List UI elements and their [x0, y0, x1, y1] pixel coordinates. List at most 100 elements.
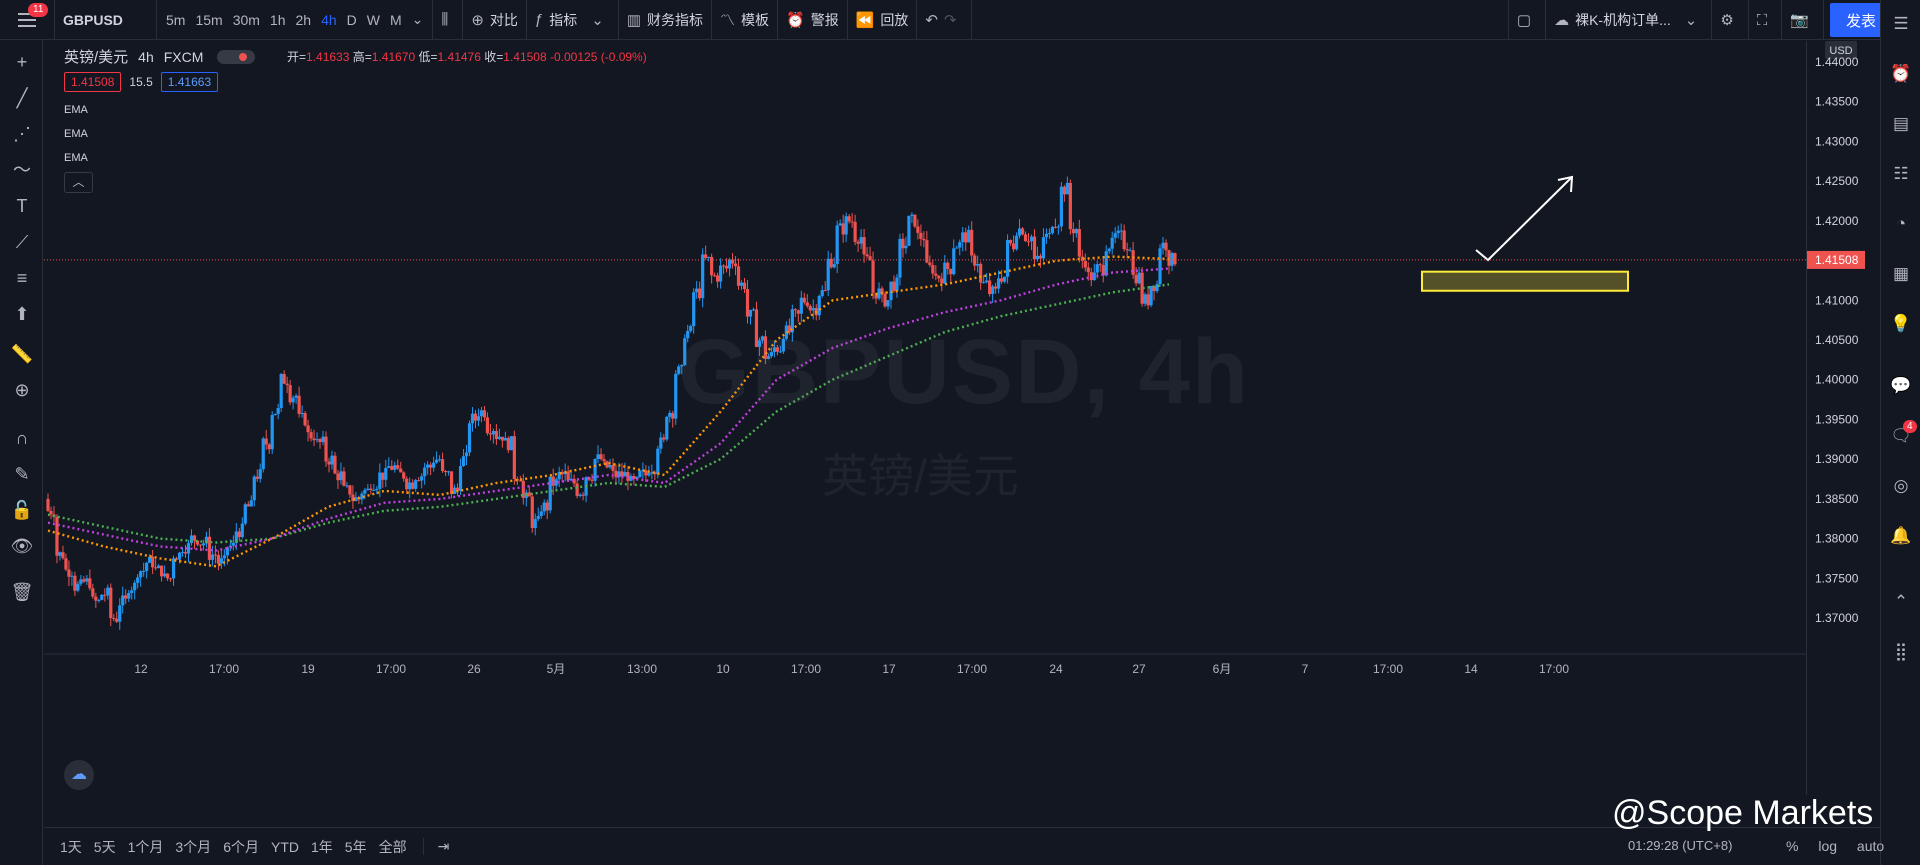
candle-body [61, 552, 65, 559]
tf-4h[interactable]: 4h [321, 11, 337, 28]
symbol-search-button[interactable]: GBPUSD [55, 0, 157, 40]
candle-body [683, 338, 687, 366]
streams-icon[interactable]: ◎ [1893, 476, 1909, 495]
auto-toggle[interactable]: auto [1856, 838, 1885, 854]
undo-icon[interactable]: ↶ [925, 11, 938, 29]
replay-button[interactable]: ⏪ 回放 [848, 0, 918, 40]
goto-date-icon[interactable]: ⇥ [422, 838, 456, 855]
alert-label: 警报 [810, 11, 839, 28]
candle-body [925, 240, 929, 263]
zoom-icon[interactable]: ⊕ [14, 380, 30, 400]
trend-line-icon[interactable]: ╱ [16, 88, 28, 108]
range-ytd[interactable]: YTD [270, 838, 299, 855]
templates-button[interactable]: 〽模板 [712, 0, 779, 40]
measure-lines-icon[interactable]: ≡ [16, 268, 28, 288]
range-5y[interactable]: 5年 [344, 838, 367, 855]
tf-15m[interactable]: 15m [195, 11, 223, 28]
tf-d[interactable]: D [346, 11, 357, 28]
tf-w[interactable]: W [366, 11, 380, 28]
candle-body [781, 338, 785, 352]
ruler-icon[interactable]: 📏 [10, 344, 34, 364]
tf-5m[interactable]: 5m [166, 11, 186, 28]
range-1d[interactable]: 1天 [60, 838, 82, 855]
range-3m[interactable]: 3个月 [175, 838, 212, 855]
candle-body [581, 494, 585, 496]
range-1m[interactable]: 1个月 [127, 838, 164, 855]
tf-m[interactable]: M [390, 11, 402, 28]
watchlist-icon[interactable]: ☰ [1893, 14, 1909, 33]
lock-drawing-icon[interactable]: ✎ [14, 464, 30, 484]
range-6m[interactable]: 6个月 [223, 838, 259, 855]
chat-icon[interactable]: 💬 [1890, 376, 1912, 395]
ema-indicator-label[interactable]: EMA [64, 152, 88, 164]
range-1y[interactable]: 1年 [310, 838, 333, 855]
visibility-toggle[interactable] [217, 49, 256, 64]
alert-button[interactable]: ⏰ 警报 [778, 0, 848, 40]
chart-type-button[interactable]: ⫼ [433, 0, 464, 40]
candle-body [396, 465, 400, 469]
hotlist-icon[interactable]: ◔ [1895, 214, 1907, 233]
main-menu-button[interactable]: 11 [0, 0, 55, 40]
financials-button[interactable]: ▥ 财务指标 [619, 0, 712, 40]
candle-body [976, 263, 980, 266]
tf-2h[interactable]: 2h [295, 11, 312, 28]
tradingview-logo-icon[interactable]: ☁ [64, 760, 94, 790]
candle-body [922, 238, 926, 241]
magnet-icon[interactable]: ∩ [15, 428, 29, 448]
price-tick-label: 1.44000 [1815, 55, 1859, 69]
candle-body [1080, 256, 1084, 261]
dom-icon[interactable]: ⣿ [1894, 642, 1908, 661]
pattern-icon[interactable]: 〜 [13, 160, 31, 180]
crosshair-icon[interactable]: + [16, 52, 28, 72]
candle-body [952, 248, 956, 275]
log-toggle[interactable]: log [1818, 838, 1838, 854]
ema-slow-line [47, 283, 1170, 544]
snapshot-button[interactable]: 📷 [1782, 0, 1824, 40]
alarm-clock-icon[interactable]: ⏰ [1890, 64, 1912, 83]
compare-button[interactable]: ⊕ 对比 [463, 0, 527, 40]
instrument-name[interactable]: 英镑/美元 [64, 49, 129, 66]
price-chart[interactable]: 12 17:00 19 17:00 26 5月 13:00 10 17:00 17 17:00 24 2… [44, 41, 1806, 795]
fullscreen-button[interactable]: ⛶ [1749, 0, 1783, 40]
settings-button[interactable]: ⚙ [1712, 0, 1749, 40]
percent-toggle[interactable]: % [1786, 838, 1799, 854]
candle-body [1074, 229, 1078, 234]
layout-name-button[interactable]: ☁ 裸K-机构订单... ⌄ [1546, 0, 1713, 40]
eye-icon[interactable]: 👁 [10, 536, 34, 556]
arrow-up-icon[interactable]: ⬆ [14, 304, 30, 324]
clock[interactable]: 01:29:28 (UTC+8) [1628, 838, 1733, 853]
sell-price-button[interactable]: 1.41508 [64, 72, 122, 92]
candle-body [629, 476, 633, 481]
fib-icon[interactable]: ⋰ [13, 124, 31, 144]
data-window-icon[interactable]: ☷ [1893, 164, 1909, 183]
candle-body [721, 265, 726, 267]
trading-panel-icon[interactable]: ⌃ [1893, 592, 1909, 611]
ema-indicator-label[interactable]: EMA [64, 128, 88, 140]
range-5d[interactable]: 5天 [93, 838, 116, 855]
calendar-icon[interactable]: ▦ [1892, 264, 1910, 283]
candle-body [100, 594, 104, 600]
candle-body [488, 433, 493, 435]
candle-body [1008, 239, 1013, 244]
prediction-icon[interactable]: ⟋ [15, 232, 29, 252]
ema-indicator-label[interactable]: EMA [64, 104, 88, 116]
tf-1h[interactable]: 1h [269, 11, 286, 28]
candle-body [354, 497, 358, 502]
notifications-icon[interactable]: 🔔 [1890, 526, 1912, 545]
buy-price-button[interactable]: 1.41663 [160, 72, 219, 92]
collapse-legend-button[interactable]: ︿ [64, 172, 93, 193]
range-all[interactable]: 全部 [378, 838, 407, 855]
news-icon[interactable]: ▤ [1892, 114, 1910, 133]
text-icon[interactable]: T [16, 196, 28, 216]
indicators-button[interactable]: ƒ 指标 ⌄ [527, 0, 619, 40]
chevron-down-icon[interactable]: ⌄ [411, 11, 424, 27]
lock-icon[interactable]: 🔓 [10, 500, 34, 520]
redo-icon[interactable]: ↷ [943, 11, 957, 29]
tf-30m[interactable]: 30m [232, 11, 260, 28]
trash-icon[interactable]: 🗑 [10, 582, 34, 602]
layout-toggle-button[interactable]: ▢ [1507, 0, 1547, 40]
candle-body [662, 437, 666, 440]
candle-body [1149, 285, 1153, 306]
ideas-icon[interactable]: 💡 [1890, 314, 1912, 333]
